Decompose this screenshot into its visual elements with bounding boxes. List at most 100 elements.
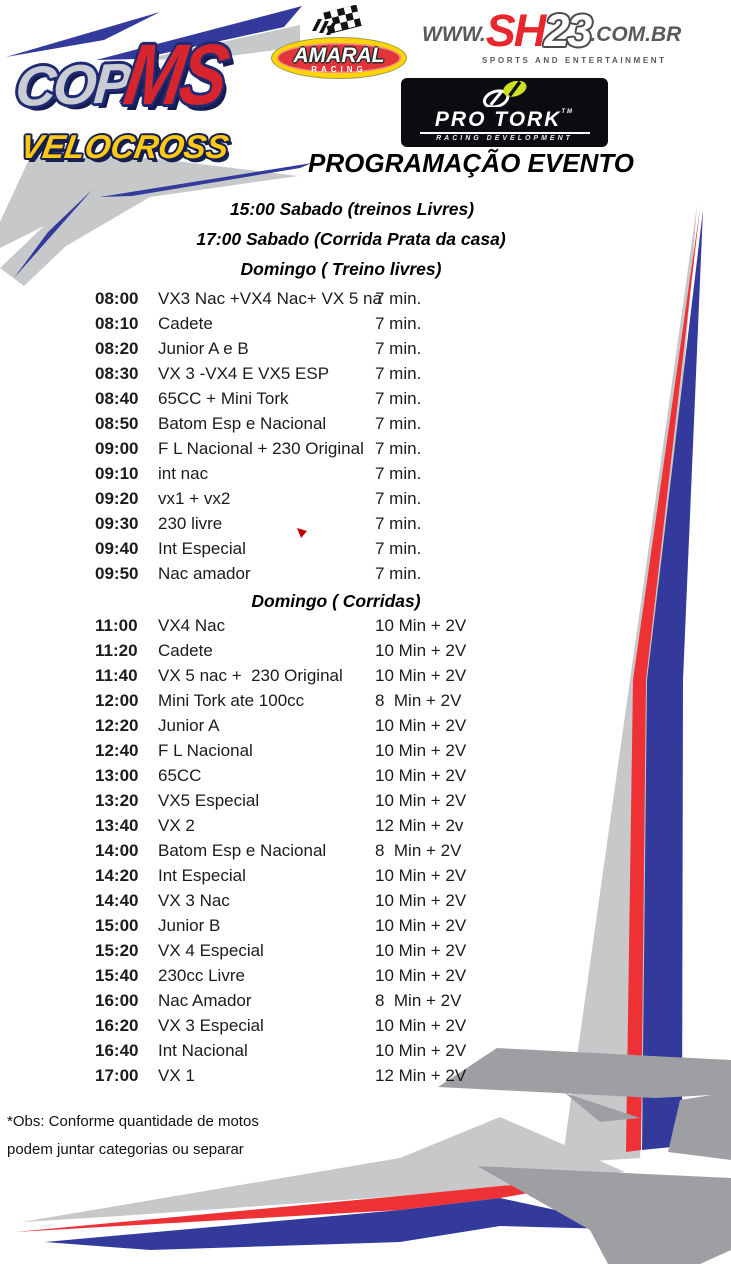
row-time: 11:40: [95, 666, 138, 685]
row-time: 09:40: [95, 539, 139, 558]
row-time: 08:10: [95, 314, 139, 333]
pro-tork-ovals-icon: [482, 80, 526, 109]
row-time: 09:10: [95, 464, 139, 483]
row-time: 13:40: [95, 816, 139, 835]
row-duration: 10 Min + 2V: [375, 916, 467, 935]
schedule-row: 08:30 VX 3 -VX4 E VX5 ESP 7 min.: [0, 361, 731, 386]
decor-bottom-right-blades: [438, 1048, 731, 1264]
schedule-row: 16:20 VX 3 Especial 10 Min + 2V: [0, 1013, 731, 1038]
row-category: vx1 + vx2: [158, 489, 231, 508]
row-duration: 7 min.: [375, 389, 422, 408]
schedule-row: 13:00 65CC 10 Min + 2V: [0, 763, 731, 788]
row-duration: 10 Min + 2V: [375, 891, 467, 910]
schedule-row: 08:10 Cadete 7 min.: [0, 311, 731, 336]
row-duration: 10 Min + 2V: [375, 791, 467, 810]
schedule-row: 09:00 F L Nacional + 230 Original 7 min.: [0, 436, 731, 461]
row-time: 16:20: [95, 1016, 139, 1035]
row-category: Nac amador: [158, 564, 251, 583]
row-category: 65CC: [158, 766, 202, 785]
row-time: 08:00: [95, 289, 139, 308]
row-duration: 8 Min + 2V: [375, 991, 462, 1010]
row-time: 16:40: [95, 1041, 139, 1060]
row-time: 17:00: [95, 1066, 139, 1085]
row-category: Int Especial: [158, 539, 246, 558]
sh23-tagline: SPORTS AND ENTERTAINMENT: [482, 56, 667, 65]
row-duration: 7 min.: [375, 564, 422, 583]
schedule-row: 14:20 Int Especial 10 Min + 2V: [0, 863, 731, 888]
row-category: int nac: [158, 464, 209, 483]
row-time: 12:20: [95, 716, 139, 735]
section-header-treinos: Domingo ( Treino livres): [240, 259, 442, 279]
row-duration: 10 Min + 2V: [375, 1041, 467, 1060]
schedule-row: 15:20 VX 4 Especial 10 Min + 2V: [0, 938, 731, 963]
row-duration: 10 Min + 2V: [375, 866, 467, 885]
row-duration: 7 min.: [375, 464, 422, 483]
schedule-row: 09:10 int nac 7 min.: [0, 461, 731, 486]
row-category: 65CC + Mini Tork: [158, 389, 289, 408]
schedule-row: 14:00 Batom Esp e Nacional 8 Min + 2V: [0, 838, 731, 863]
row-category: Cadete: [158, 641, 213, 660]
row-category: 230cc Livre: [158, 966, 245, 985]
decor-bottom-swoosh: [15, 1117, 648, 1250]
row-time: 16:00: [95, 991, 139, 1010]
row-time: 11:20: [95, 641, 138, 660]
row-time: 08:50: [95, 414, 139, 433]
row-time: 08:20: [95, 339, 139, 358]
row-duration: 10 Min + 2V: [375, 666, 467, 685]
row-duration: 10 Min + 2V: [375, 641, 467, 660]
trademark-symbol: TM: [561, 109, 575, 115]
sh23-logo: WWW. SH 23 .COM.BR SPORTS AND ENTERTAINMENT: [422, 5, 731, 67]
row-category: VX5 Especial: [158, 791, 260, 810]
row-category: VX3 Nac +VX4 Nac+ VX 5 na: [158, 289, 382, 308]
amaral-logo-text: AMARAL: [293, 44, 385, 67]
schedule-row: 15:00 Junior B 10 Min + 2V: [0, 913, 731, 938]
row-duration: 10 Min + 2V: [375, 966, 467, 985]
row-duration: 12 Min + 2V: [375, 1066, 467, 1085]
row-category: Junior A e B: [158, 339, 249, 358]
schedule-row: 12:00 Mini Tork ate 100cc 8 Min + 2V: [0, 688, 731, 713]
decor-red-cursor-mark: [297, 528, 307, 538]
row-category: 230 livre: [158, 514, 223, 533]
schedule-row: 08:20 Junior A e B 7 min.: [0, 336, 731, 361]
row-category: Cadete: [158, 314, 213, 333]
pro-tork-logo: PRO TORKTM RACING DEVELOPMENT: [401, 78, 608, 147]
row-category: Mini Tork ate 100cc: [158, 691, 305, 710]
row-category: Int Especial: [158, 866, 246, 885]
footnote-line: podem juntar categorias ou separar: [7, 1141, 244, 1158]
amaral-racing-logo: AMARAL RACING: [272, 5, 412, 100]
row-time: 13:00: [95, 766, 139, 785]
row-time: 09:00: [95, 439, 139, 458]
row-category: Junior B: [158, 916, 221, 935]
row-duration: 10 Min + 2V: [375, 616, 467, 635]
row-duration: 7 min.: [375, 539, 422, 558]
row-time: 14:40: [95, 891, 139, 910]
row-duration: 10 Min + 2V: [375, 766, 467, 785]
pro-tork-underline: [419, 132, 590, 134]
pro-tork-tagline: RACING DEVELOPMENT: [436, 134, 573, 142]
row-duration: 10 Min + 2V: [375, 716, 467, 735]
velocross-logo-text: VELOCROSS: [18, 128, 232, 165]
schedule-row: 08:00 VX3 Nac +VX4 Nac+ VX 5 na 7 min.: [0, 286, 731, 311]
schedule-row: 11:00 VX4 Nac 10 Min + 2V: [0, 613, 731, 638]
row-duration: 7 min.: [375, 514, 422, 533]
row-time: 15:20: [95, 941, 139, 960]
amaral-racing-text: RACING: [311, 65, 367, 74]
schedule-row: 11:20 Cadete 10 Min + 2V: [0, 638, 731, 663]
row-time: 14:20: [95, 866, 139, 885]
schedule-row: 17:00 VX 1 12 Min + 2V: [0, 1063, 731, 1088]
checkered-flag-icon: [312, 5, 362, 35]
row-category: VX4 Nac: [158, 616, 226, 635]
row-category: Int Nacional: [158, 1041, 248, 1060]
row-duration: 7 min.: [375, 439, 422, 458]
row-category: Junior A: [158, 716, 220, 735]
row-category: Nac Amador: [158, 991, 252, 1010]
row-duration: 7 min.: [375, 489, 422, 508]
page-title: PROGRAMAÇÃO EVENTO: [308, 148, 634, 178]
row-time: 14:00: [95, 841, 139, 860]
schedule-row: 09:30 230 livre 7 min.: [0, 511, 731, 536]
schedule-row: 09:40 Int Especial 7 min.: [0, 536, 731, 561]
sh23-sh-text: SH: [485, 5, 546, 56]
row-time: 13:20: [95, 791, 139, 810]
schedule-row: 13:40 VX 2 12 Min + 2v: [0, 813, 731, 838]
